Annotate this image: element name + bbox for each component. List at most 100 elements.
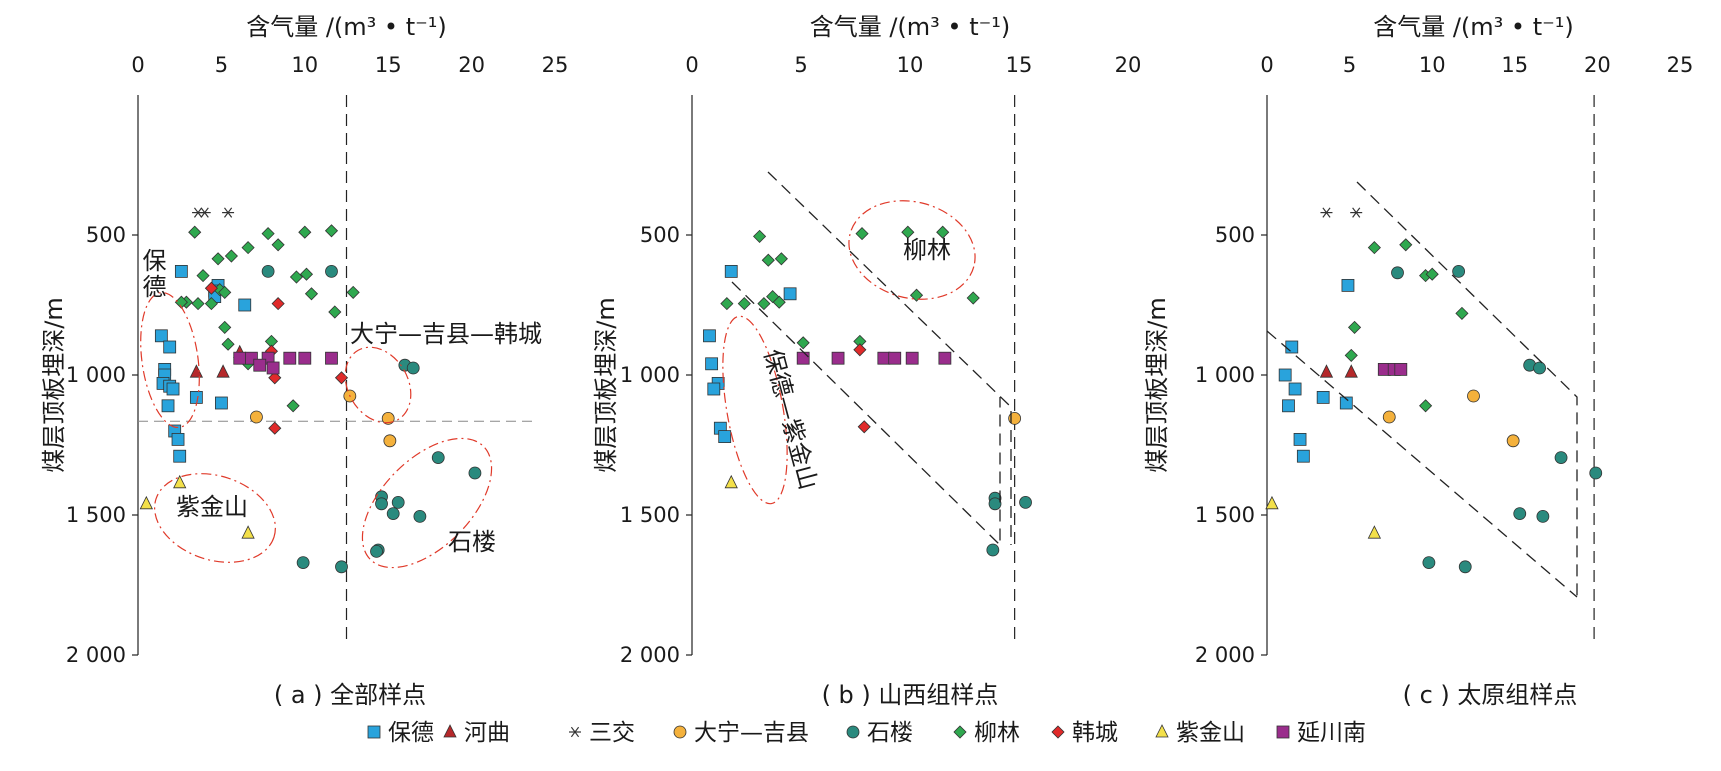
point-shilou — [1536, 510, 1550, 523]
point-liulin — [298, 225, 312, 239]
point-baode — [189, 390, 203, 404]
x-tick-label: 20 — [1584, 53, 1611, 77]
point-hequ — [189, 364, 204, 378]
point-liulin — [188, 225, 202, 239]
y-tick-label: 500 — [640, 223, 680, 247]
point-liulin — [328, 305, 342, 319]
point-zijinshan — [139, 495, 153, 510]
point-baode — [1288, 382, 1302, 396]
legend-marker-hancheng — [1051, 725, 1065, 739]
point-hancheng — [857, 420, 871, 434]
point-liulin — [196, 269, 210, 283]
point-liulin — [1399, 238, 1413, 252]
point-shilou — [988, 497, 1002, 511]
point-shilou — [1589, 466, 1603, 480]
point-yanchuannan — [831, 351, 845, 365]
annotation-baode-zijinshan: 保德—紫金山 — [758, 346, 822, 492]
point-hequ — [216, 364, 230, 378]
point-baode — [154, 329, 168, 343]
point-baode — [1278, 368, 1292, 382]
point-shilou — [261, 264, 275, 278]
point-daning — [1506, 434, 1520, 448]
x-tick-label: 15 — [375, 53, 402, 77]
point-daning — [381, 411, 395, 425]
point-baode — [238, 298, 252, 312]
point-baode — [214, 396, 228, 410]
legend-marker-zijinshan — [1155, 724, 1169, 738]
point-shilou — [413, 510, 427, 523]
point-liulin — [936, 225, 950, 239]
x-axis-label: 含气量 /(m³ • t⁻¹) — [246, 13, 447, 41]
point-baode — [163, 340, 177, 354]
point-shilou — [1452, 264, 1466, 278]
point-liulin — [204, 297, 218, 311]
x-tick-label: 5 — [794, 53, 807, 77]
point-yanchuannan — [325, 351, 338, 365]
panel-b: 0 5 10 15 20 含气量 /(m³ • t⁻¹) 500 1 000 1 500 2 00… — [592, 13, 1141, 709]
x-tick-label: 10 — [1419, 53, 1446, 77]
point-hancheng — [853, 343, 867, 357]
annotation-zijinshan: 紫金山 — [176, 493, 248, 521]
point-shilou — [406, 361, 420, 375]
point-shilou — [1554, 451, 1568, 465]
y-axis-label: 煤层顶板埋深/m — [592, 297, 620, 472]
legend-label-zijinshan: 紫金山 — [1176, 720, 1245, 746]
point-daning — [1382, 410, 1396, 424]
point-sanjiao — [222, 207, 235, 218]
x-tick-label: 20 — [1115, 53, 1142, 77]
x-tick-label: 15 — [1006, 53, 1033, 77]
point-shilou — [391, 495, 405, 509]
point-shilou — [1422, 556, 1436, 569]
point-shilou — [386, 507, 400, 520]
point-liulin — [761, 253, 775, 267]
point-baode — [703, 329, 716, 343]
point-daning — [1467, 389, 1480, 403]
point-baode — [166, 382, 180, 396]
point-liulin — [1367, 241, 1381, 255]
point-yanchuannan — [266, 361, 280, 375]
point-baode — [1316, 390, 1330, 404]
panel-c-envelope — [1266, 181, 1578, 598]
panel-a-annotations: 保德 大宁—吉县—韩城 紫金山 石楼 — [138, 248, 542, 569]
point-shilou — [1513, 507, 1527, 520]
point-shilou — [468, 466, 482, 480]
point-zijinshan — [173, 474, 187, 489]
point-liulin — [218, 320, 232, 334]
legend-marker-liulin — [953, 725, 967, 739]
y-tick-label: 1 000 — [1195, 363, 1255, 387]
point-liulin — [753, 229, 767, 243]
point-liulin — [1419, 399, 1433, 413]
annotation-baode: 保德 — [138, 248, 166, 300]
point-daning — [250, 410, 263, 424]
point-liulin — [241, 241, 255, 255]
legend-marker-baode — [367, 725, 381, 739]
point-baode — [171, 432, 185, 446]
legend-marker-shilou — [846, 725, 860, 739]
x-tick-label: 0 — [685, 53, 698, 77]
point-baode — [173, 449, 187, 463]
point-baode — [1341, 278, 1355, 292]
legend-label-hequ: 河曲 — [464, 720, 510, 746]
point-liulin — [271, 238, 285, 252]
annotation-shilou: 石楼 — [448, 528, 496, 556]
point-sanjiao — [198, 207, 211, 218]
x-tick-label: 0 — [131, 53, 144, 77]
point-liulin — [757, 297, 771, 311]
y-tick-label: 1 500 — [620, 503, 680, 527]
point-shilou — [370, 545, 383, 558]
point-shilou — [431, 451, 445, 465]
point-shilou — [1391, 266, 1404, 280]
panel-caption: ( c ) 太原组样点 — [1403, 681, 1578, 709]
point-yanchuannan — [938, 351, 952, 365]
point-liulin — [224, 249, 238, 263]
point-hequ — [1344, 364, 1358, 378]
point-zijinshan — [1367, 525, 1382, 539]
legend-label-daning: 大宁—吉县 — [694, 720, 809, 746]
point-liulin — [211, 252, 225, 266]
point-yanchuannan — [283, 351, 297, 365]
point-zijinshan — [724, 474, 738, 489]
point-yanchuannan — [253, 358, 267, 372]
point-baode — [1339, 396, 1353, 410]
legend-label-yanchuannan: 延川南 — [1297, 720, 1366, 746]
